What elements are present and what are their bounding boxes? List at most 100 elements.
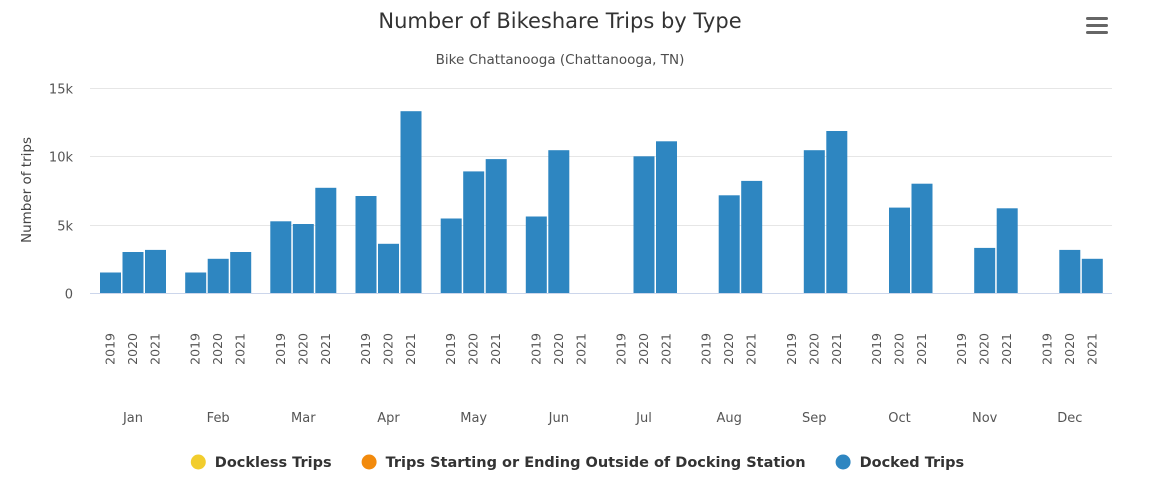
x-tick-year-label: 2021: [914, 333, 929, 365]
x-tick-month-label: Dec: [1057, 411, 1082, 426]
x-tick-year-label: 2021: [999, 333, 1014, 365]
bar-feb-2019[interactable]: [185, 272, 207, 294]
x-tick-month-label: Sep: [802, 411, 827, 426]
bar-jun-2020[interactable]: [548, 150, 570, 293]
x-tick-month-label: Oct: [888, 411, 910, 426]
x-tick-year-label: 2020: [381, 333, 396, 365]
x-tick-year-label: 2019: [784, 333, 799, 365]
x-tick-year-label: 2020: [210, 333, 225, 365]
x-tick-year-label: 2021: [233, 333, 248, 365]
bar-jun-2019[interactable]: [525, 216, 547, 294]
chart-title: Number of Bikeshare Trips by Type: [378, 9, 741, 33]
x-tick-year-label: 2019: [869, 333, 884, 365]
context-menu-button[interactable]: [1080, 12, 1112, 40]
x-tick-year-label: 2019: [358, 333, 373, 365]
x-axis-month-labels: Jan Feb Mar Apr May Jun Jul Aug Sep Oct Nov Dec: [122, 411, 1082, 426]
x-tick-month-label: Mar: [291, 411, 316, 426]
x-tick-year-label: 2019: [699, 333, 714, 365]
bar-jul-2020[interactable]: [633, 156, 655, 293]
bar-apr-2020[interactable]: [378, 243, 399, 293]
x-tick-year-label: 2021: [573, 333, 588, 365]
bar-aug-2020[interactable]: [718, 195, 740, 293]
x-tick-year-label: 2021: [488, 333, 503, 365]
x-tick-year-label: 2019: [443, 333, 458, 365]
y-tick-label: 15k: [49, 83, 74, 98]
x-tick-year-label: 2021: [829, 333, 844, 365]
x-tick-year-label: 2020: [721, 333, 736, 365]
legend-label: Trips Starting or Ending Outside of Dock…: [386, 455, 806, 471]
bar-may-2021[interactable]: [485, 159, 507, 293]
bar-aug-2021[interactable]: [741, 180, 763, 293]
x-tick-year-label: 2019: [188, 333, 203, 365]
y-axis-ticks: 0 5k 10k 15k: [49, 83, 74, 303]
x-tick-year-label: 2020: [806, 333, 821, 365]
legend-marker: [361, 454, 377, 470]
bar-mar-2021[interactable]: [315, 187, 337, 293]
bar-oct-2021[interactable]: [911, 183, 933, 293]
bar-nov-2021[interactable]: [996, 208, 1018, 293]
y-axis-label: Number of trips: [19, 137, 35, 243]
x-tick-year-label: 2021: [659, 333, 674, 365]
legend-label: Docked Trips: [860, 455, 965, 471]
x-tick-year-label: 2021: [1084, 333, 1099, 365]
bar-apr-2021[interactable]: [400, 111, 422, 293]
bar-mar-2019[interactable]: [270, 221, 292, 294]
y-tick-label: 0: [65, 288, 73, 303]
x-tick-month-label: May: [460, 411, 487, 426]
bar-jan-2020[interactable]: [122, 252, 144, 293]
bar-oct-2020[interactable]: [889, 207, 910, 293]
x-tick-month-label: Feb: [207, 411, 230, 426]
x-tick-year-label: 2019: [528, 333, 543, 365]
x-tick-month-label: Jan: [122, 411, 143, 426]
bar-jan-2021[interactable]: [145, 249, 166, 293]
chart-subtitle: Bike Chattanooga (Chattanooga, TN): [436, 52, 685, 68]
legend-marker: [190, 454, 206, 470]
legend-label: Dockless Trips: [215, 455, 332, 471]
x-tick-year-label: 2021: [744, 333, 759, 365]
x-tick-month-label: Jul: [635, 411, 652, 426]
legend: Dockless Trips Trips Starting or Ending O…: [190, 454, 965, 472]
grid-lines: [90, 88, 1112, 226]
legend-marker: [835, 454, 851, 470]
bar-feb-2020[interactable]: [207, 258, 229, 293]
bar-sep-2020[interactable]: [803, 150, 825, 293]
bar-dec-2020[interactable]: [1059, 249, 1081, 293]
bar-nov-2020[interactable]: [974, 247, 996, 293]
bar-may-2020[interactable]: [463, 171, 485, 293]
bar-dec-2021[interactable]: [1081, 258, 1103, 293]
bar-feb-2021[interactable]: [230, 252, 252, 293]
x-tick-year-label: 2021: [403, 333, 418, 365]
y-tick-label: 5k: [57, 220, 73, 235]
x-tick-year-label: 2020: [1062, 333, 1077, 365]
legend-item[interactable]: Docked Trips: [835, 454, 965, 472]
x-tick-year-label: 2021: [148, 333, 163, 365]
legend-item[interactable]: Trips Starting or Ending Outside of Dock…: [361, 454, 806, 472]
bar-may-2019[interactable]: [440, 218, 462, 294]
x-tick-month-label: Nov: [972, 411, 998, 426]
bar-sep-2021[interactable]: [826, 131, 848, 293]
bar-mar-2020[interactable]: [292, 224, 314, 293]
x-tick-year-label: 2020: [295, 333, 310, 365]
x-tick-year-label: 2020: [466, 333, 481, 365]
y-tick-label: 10k: [49, 151, 74, 166]
x-tick-month-label: Apr: [377, 411, 400, 426]
x-tick-year-label: 2019: [273, 333, 288, 365]
x-tick-year-label: 2019: [954, 333, 969, 365]
bar-apr-2019[interactable]: [355, 196, 377, 293]
x-tick-month-label: Aug: [717, 411, 742, 426]
x-tick-year-label: 2020: [636, 333, 651, 365]
x-axis-year-labels: 2019 2020 2021 2019 2020 2021 2019 2020 2021 2019…: [103, 333, 1100, 365]
legend-item[interactable]: Dockless Trips: [190, 454, 332, 472]
bars: [100, 111, 1103, 294]
x-tick-year-label: 2020: [892, 333, 907, 365]
x-tick-year-label: 2021: [318, 333, 333, 365]
bar-jul-2021[interactable]: [656, 141, 677, 293]
bar-jan-2019[interactable]: [100, 272, 121, 294]
x-tick-year-label: 2019: [614, 333, 629, 365]
x-tick-year-label: 2020: [977, 333, 992, 365]
x-tick-year-label: 2019: [1039, 333, 1054, 365]
hamburger-menu-icon: [1086, 17, 1108, 34]
x-tick-year-label: 2019: [103, 333, 118, 365]
x-tick-year-label: 2020: [551, 333, 566, 365]
